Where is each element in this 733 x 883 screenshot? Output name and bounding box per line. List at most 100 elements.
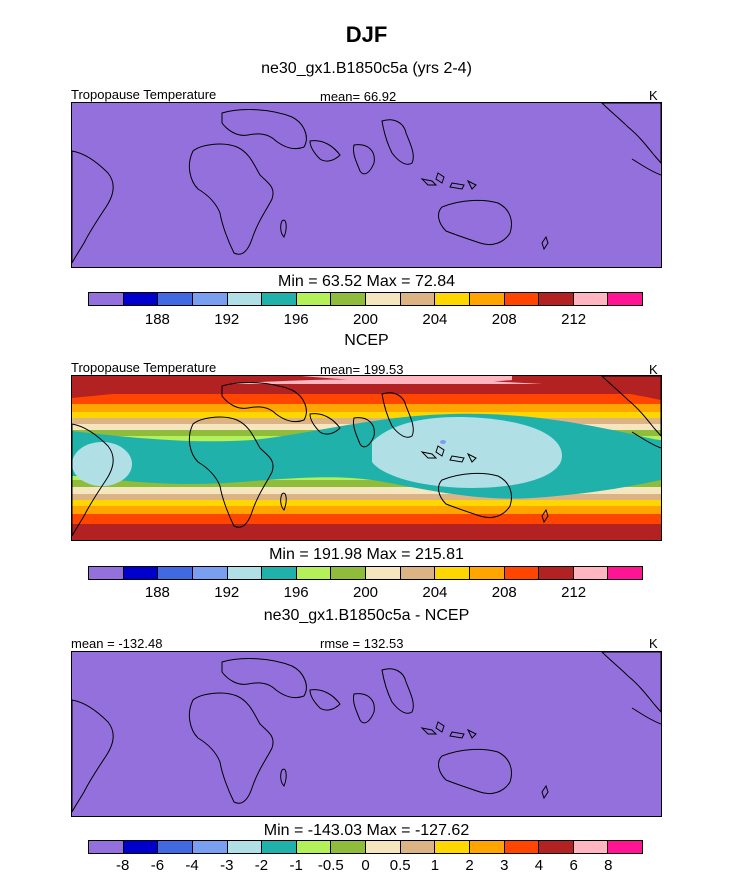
coastline xyxy=(541,784,549,800)
colorbar-swatch xyxy=(192,293,228,305)
colorbar-swatch xyxy=(123,293,159,305)
colorbar-swatch xyxy=(331,567,366,579)
colorbar-swatch xyxy=(608,293,642,305)
colorbar-tick-label: 8 xyxy=(604,857,613,874)
coastline xyxy=(280,492,287,511)
colorbar-swatch xyxy=(435,841,470,853)
colorbar-swatch xyxy=(608,567,642,579)
coastline xyxy=(188,143,274,255)
amazon-cold-core xyxy=(72,442,132,486)
colorbar-swatch xyxy=(296,567,332,579)
coastline xyxy=(309,413,375,448)
panel-3-colorbar-ticks: -8 -6 -4 -3 -2 -1 -0.5 0 0.5 1 2 3 4 6 8 xyxy=(88,857,643,875)
colorbar-tick-label: 0.5 xyxy=(389,857,411,874)
colorbar-tick-label: 0 xyxy=(361,857,370,874)
colorbar-tick-label: 188 xyxy=(144,584,170,601)
panel-1-mean-label: mean= 66.92 xyxy=(320,89,397,104)
colorbar-swatch xyxy=(435,293,470,305)
colorbar-swatch xyxy=(435,567,470,579)
colorbar-swatch xyxy=(504,567,540,579)
panel-1-colorbar-ticks: 188 192 196 200 204 208 212 xyxy=(88,311,643,329)
panel-1-field xyxy=(72,103,661,267)
minimum-spot xyxy=(440,440,446,444)
colorbar-swatch xyxy=(573,567,609,579)
temperature-band xyxy=(72,418,661,424)
coastline xyxy=(601,103,661,164)
colorbar-tick-label: 2 xyxy=(465,857,474,874)
coastline xyxy=(188,692,274,804)
panel-3-field xyxy=(72,652,661,816)
coastline xyxy=(381,392,414,438)
temperature-band xyxy=(72,487,661,494)
colorbar-swatch xyxy=(366,293,401,305)
coastline xyxy=(420,721,477,739)
colorbar-swatch xyxy=(262,841,297,853)
polar-warm-region xyxy=(72,376,661,400)
warm-pool-cold-core xyxy=(372,417,562,488)
panel-2-colorbar-ticks: 188 192 196 200 204 208 212 xyxy=(88,584,643,602)
colorbar-swatch xyxy=(123,841,159,853)
colorbar-swatch xyxy=(158,841,193,853)
colorbar-swatch xyxy=(331,841,366,853)
coastline xyxy=(631,707,661,725)
temperature-band xyxy=(72,514,661,524)
coastline xyxy=(280,219,287,238)
panel-2-minmax: Min = 191.98 Max = 215.81 xyxy=(269,546,464,563)
figure-title: DJF xyxy=(345,22,388,47)
panel-3-units-label: K xyxy=(649,636,658,651)
temperature-band xyxy=(72,494,661,500)
coastline xyxy=(221,658,307,699)
colorbar-tick-label: 196 xyxy=(283,584,309,601)
colorbar-swatch xyxy=(227,841,263,853)
colorbar-swatch xyxy=(158,293,193,305)
colorbar-tick-label: 3 xyxy=(500,857,509,874)
colorbar-tick-label: -2 xyxy=(254,857,269,874)
panel-3-map xyxy=(71,651,662,817)
panel-2-colorbar xyxy=(88,566,643,580)
panel-1-subtitle: ne30_gx1.B1850c5a (yrs 2-4) xyxy=(261,60,472,77)
colorbar-swatch xyxy=(192,567,228,579)
temperature-band xyxy=(72,500,661,506)
colorbar-tick-label: -3 xyxy=(220,857,234,874)
colorbar-tick-label: 208 xyxy=(491,311,517,328)
field-fill xyxy=(72,103,661,267)
panel-3-colorbar xyxy=(88,840,643,854)
colorbar-swatch xyxy=(400,293,436,305)
coastline xyxy=(601,652,661,713)
coastline xyxy=(309,689,375,724)
panel-2-mean-label: mean= 199.53 xyxy=(320,362,404,377)
coastline xyxy=(381,119,414,165)
temperature-band xyxy=(72,412,661,418)
colorbar-swatch xyxy=(539,567,574,579)
colorbar-swatch xyxy=(469,293,505,305)
coastline xyxy=(72,150,114,264)
temperature-band xyxy=(72,384,661,394)
colorbar-tick-label: 1 xyxy=(430,857,440,874)
colorbar-tick-label: 212 xyxy=(561,584,587,601)
colorbar-swatch xyxy=(89,567,124,579)
colorbar-tick-label: -1 xyxy=(289,857,303,874)
colorbar-swatch xyxy=(227,567,263,579)
colorbar-tick-label: 200 xyxy=(352,311,379,328)
coastline xyxy=(420,445,477,463)
coastline xyxy=(541,235,549,251)
panel-1-coastlines xyxy=(72,103,661,264)
colorbar-swatch xyxy=(296,293,332,305)
colorbar-swatch xyxy=(89,841,124,853)
coastline xyxy=(438,748,512,795)
colorbar-swatch xyxy=(366,567,401,579)
coastline xyxy=(631,158,661,176)
colorbar-swatch xyxy=(469,567,505,579)
coastline xyxy=(438,199,512,246)
temperature-band xyxy=(72,480,661,487)
colorbar-tick-label: 212 xyxy=(561,311,587,328)
colorbar-tick-label: 204 xyxy=(422,311,448,328)
coastline xyxy=(188,416,274,528)
coastline xyxy=(601,376,661,437)
coastline xyxy=(541,508,549,524)
colorbar-swatch xyxy=(573,841,609,853)
colorbar-tick-label: 208 xyxy=(491,584,517,601)
colorbar-tick-label: 6 xyxy=(569,857,578,874)
coastline xyxy=(72,699,114,813)
colorbar-swatch xyxy=(400,841,436,853)
